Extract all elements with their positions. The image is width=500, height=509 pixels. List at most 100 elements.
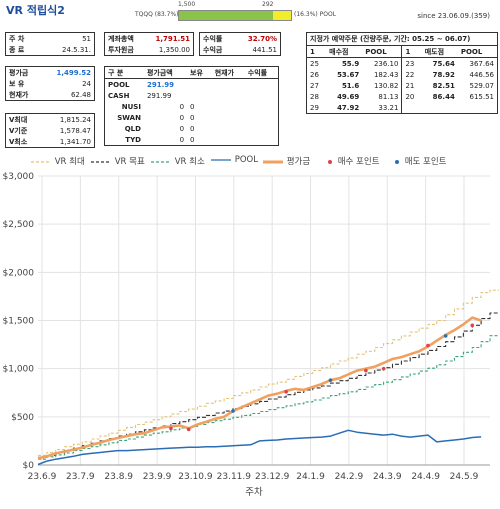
holding-value: 24 — [82, 79, 91, 88]
y-tick-label: $2,000 — [3, 268, 35, 278]
y-tick-label: $500 — [11, 413, 34, 423]
schedule-title: 지정가 예약주문 (잔량주문, 기간: 05.25 ~ 06.07) — [307, 33, 497, 46]
legend-label: VR 최소 — [174, 157, 205, 167]
sell-pool: 367.64 — [469, 59, 495, 68]
buy-index: 29 — [310, 103, 319, 112]
buy-pool: 130.82 — [362, 80, 403, 91]
buy-price: 51.6 — [341, 81, 360, 90]
buy-index: 27 — [310, 81, 319, 90]
legend-label: VR 목표 — [114, 157, 145, 167]
x-tick-label: 23.11.9 — [217, 472, 252, 482]
vbase-value: 1,578.47 — [59, 126, 91, 135]
sell-index: 23 — [405, 59, 415, 68]
holding-price — [212, 90, 245, 101]
bar-right-number: 292 — [262, 1, 274, 8]
legend-item: POOL — [210, 155, 258, 165]
vmax-label: V최대 — [9, 115, 28, 124]
return-amount-value: 441.51 — [252, 45, 278, 54]
legend-label: POOL — [234, 155, 258, 165]
buy-point — [284, 389, 288, 394]
allocation-bar-remainder — [272, 11, 291, 20]
eval-label: 평가금 — [9, 68, 29, 77]
table-row: 28 49.69 81.13 20 86.44 615.51 — [307, 91, 497, 102]
holding-name: POOL — [108, 80, 130, 89]
x-tick-label: 23.12.9 — [255, 472, 290, 482]
sell-pool-header: POOL — [457, 46, 497, 58]
x-tick-label: 23.8.9 — [104, 472, 133, 482]
table-row: TYD 0 0 — [105, 134, 279, 146]
legend-label: 매수 포인트 — [337, 157, 380, 167]
holding-return — [245, 79, 279, 91]
table-row: SWAN 0 0 — [105, 112, 279, 123]
week-label: 주 차 — [9, 34, 25, 43]
holding-qty: 0 — [190, 135, 195, 144]
sell-point — [328, 378, 333, 383]
holding-name: CASH — [108, 91, 130, 100]
buy-price: 53.67 — [337, 70, 360, 79]
holding-amount: 291.99 — [146, 80, 174, 89]
chart-legend: VR 최대 VR 목표 VR 최소 POOL 평가금 매수 포인트 매도 포인트 — [30, 153, 500, 167]
x-tick-label: 24.4.9 — [411, 472, 440, 482]
account-box: 계좌총액 1,791.51 투자원금 1,350.00 — [104, 32, 194, 56]
holding-amount: 0 — [179, 124, 185, 133]
principal-value: 1,350.00 — [158, 45, 190, 54]
sell-pool: 446.56 — [469, 70, 495, 79]
y-tick-label: $1,500 — [3, 317, 35, 327]
x-tick-label: 24.1.9 — [296, 472, 325, 482]
table-row: NUSI 0 0 — [105, 101, 279, 112]
holding-amount: 0 — [179, 135, 185, 144]
buy-index: 26 — [310, 70, 319, 79]
sell-point — [443, 334, 448, 338]
holdings-header-price: 현재가 — [211, 66, 245, 79]
sell-point — [231, 409, 235, 413]
buy-point — [169, 426, 173, 431]
holding-name: TYD — [125, 135, 141, 144]
holding-name: SWAN — [117, 113, 141, 122]
app-title: VR 적립식2 — [6, 2, 65, 18]
account-total-value: 1,791.51 — [155, 34, 190, 43]
eval-line — [37, 316, 482, 460]
vr-min-line — [38, 335, 499, 460]
legend-label: VR 최대 — [54, 157, 85, 167]
x-tick-label: 23.6.9 — [28, 472, 57, 482]
return-box: 수익률 32.70% 수익금 441.51 — [199, 32, 281, 56]
allocation-bar — [178, 10, 292, 21]
price-value: 62.48 — [70, 90, 91, 99]
legend-item: 매수 포인트 — [325, 155, 380, 167]
buy-pool: 236.10 — [362, 57, 403, 69]
y-tick-label: $0 — [23, 461, 35, 471]
principal-label: 투자원금 — [108, 45, 134, 54]
sell-index: 21 — [405, 81, 415, 90]
holdings-header-return: 수익률 — [244, 66, 279, 79]
sell-index — [402, 102, 422, 113]
holding-price — [212, 112, 245, 123]
legend-item: VR 최대 — [30, 155, 85, 167]
buy-price: 47.92 — [337, 103, 360, 112]
legend-label: 평가금 — [286, 157, 311, 167]
week-box: 주 차 51 종 료 24.5.31. — [5, 32, 95, 56]
holding-amount: 0 — [179, 113, 185, 122]
holding-return — [245, 101, 279, 112]
return-rate-value: 32.70% — [247, 34, 277, 43]
holding-qty — [187, 90, 212, 101]
price-label: 현재가 — [9, 90, 29, 99]
holding-return — [245, 134, 279, 146]
table-row: 26 53.67 182.43 22 78.92 446.56 — [307, 69, 497, 80]
holding-amount: 291.99 — [146, 91, 172, 100]
allocation-bar-fill — [179, 11, 273, 20]
title-text: 적립식2 — [26, 4, 65, 17]
x-tick-label: 24.3.9 — [373, 472, 402, 482]
sell-price: 86.44 — [432, 92, 455, 101]
holding-amount: 0 — [179, 102, 185, 111]
end-label: 종 료 — [9, 45, 25, 54]
vr-max-line — [38, 289, 499, 456]
holding-return — [245, 123, 279, 134]
bar-left-label: TQQQ (83.7%) — [135, 11, 179, 18]
sell-price: 78.92 — [432, 70, 455, 79]
buy-pool: 182.43 — [362, 69, 403, 80]
sell-index: 20 — [405, 92, 415, 101]
v-box: V최대 1,815.24 V기준 1,578.47 V최소 1,341.70 — [5, 113, 95, 148]
buy-price: 55.9 — [341, 59, 360, 68]
table-row: POOL 291.99 — [105, 79, 279, 91]
y-tick-label: $3,000 — [3, 172, 35, 182]
